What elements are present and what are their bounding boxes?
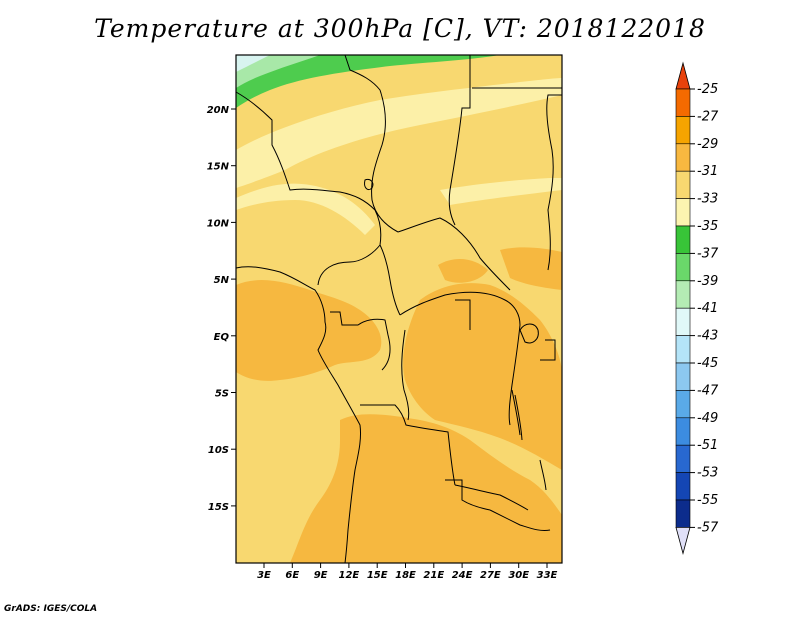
border-angola (445, 479, 491, 511)
colorbar-label: -45 (697, 356, 718, 371)
colorbar-label: -29 (697, 137, 718, 152)
lon-label: 33E (537, 570, 558, 581)
colorbar-label: -43 (697, 329, 718, 344)
lat-label: 10S (208, 445, 229, 456)
lon-label: 30E (508, 570, 529, 581)
colorbar-label: -49 (697, 411, 718, 426)
colorbar-segment (675, 390, 691, 419)
colorbar-segment (675, 253, 691, 282)
colorbar-bottom-arrow (675, 527, 691, 555)
colorbar-label: -25 (697, 82, 718, 97)
colorbar: -25 -27 -29 -31 -33 -35 -37 -39 -41 -43 -45 -47 -49 -… (675, 61, 719, 555)
lon-label: 21E (423, 570, 444, 581)
border-north-2 (344, 54, 399, 233)
colorbar-top-arrow (675, 61, 691, 90)
colorbar-label: -27 (697, 109, 719, 124)
colorbar-label: -31 (697, 164, 718, 179)
lat-label: 15S (208, 502, 229, 513)
colorbar-label: -53 (697, 466, 718, 481)
border-horn (546, 94, 562, 271)
lake-malawi (539, 459, 547, 491)
field-warm-east (403, 283, 562, 470)
colorbar-segment (675, 225, 691, 254)
lat-label: 10N (207, 218, 230, 229)
colorbar-segment (675, 280, 691, 309)
map-title: Temperature at 300hPa [C], VT: 201812201… (94, 14, 706, 43)
field-cold-lightest (236, 55, 270, 72)
colorbar-label: -33 (697, 192, 718, 207)
latitude-axis: 20N 15N 10N 5N EQ 5S 10S 15S (207, 105, 236, 513)
border-central-1 (317, 244, 381, 286)
colorbar-segment (675, 499, 691, 528)
lon-label: 6E (285, 570, 299, 581)
colorbar-segment (675, 444, 691, 473)
country-borders (235, 54, 562, 564)
temperature-field (236, 55, 562, 563)
longitude-axis: 3E 6E 9E 12E 15E 18E 21E 24E 27E 30E 33E (257, 563, 558, 581)
border-north-3 (448, 55, 471, 226)
field-cold-light (236, 55, 320, 88)
colorbar-segment (675, 116, 691, 145)
colorbar-segment (675, 335, 691, 364)
lat-label: 5S (215, 389, 229, 400)
colorbar-label: -57 (697, 520, 719, 535)
lon-label: 27E (480, 570, 501, 581)
lat-label: EQ (214, 332, 230, 343)
lat-label: 15N (207, 162, 230, 173)
field-pale-band-3 (440, 178, 562, 205)
lon-label: 9E (314, 570, 328, 581)
colorbar-segment (675, 362, 691, 391)
lon-label: 3E (257, 570, 271, 581)
lon-label: 18E (395, 570, 416, 581)
field-warm-gulf (236, 280, 382, 381)
border-congo (330, 311, 391, 371)
lon-label: 24E (452, 570, 473, 581)
colorbar-label: -55 (697, 493, 718, 508)
colorbar-label: -47 (697, 383, 719, 398)
field-pale-band-2 (236, 183, 375, 235)
border-south-1 (489, 509, 551, 531)
lon-label: 15E (367, 570, 388, 581)
border-drc-west (401, 329, 410, 421)
colorbar-segment (675, 472, 691, 501)
map-frame (235, 54, 563, 564)
lat-label: 5N (214, 275, 230, 286)
field-cold-band (236, 55, 500, 108)
colorbar-segment (675, 417, 691, 446)
lon-label: 12E (339, 570, 360, 581)
border-east-2 (540, 339, 556, 361)
border-central-3 (379, 244, 401, 316)
border-east-1 (508, 324, 521, 426)
colorbar-label: -39 (697, 274, 718, 289)
colorbar-segment (675, 88, 691, 117)
lake-chad (364, 179, 374, 191)
lat-label: 20N (207, 105, 230, 116)
border-drc-south (360, 404, 456, 486)
border-central-4 (399, 291, 521, 326)
lake-tanganyika (511, 389, 523, 441)
grads-credit: GrADS: IGES/COLA (4, 604, 98, 614)
field-warm-southwest (290, 414, 562, 563)
colorbar-label: -41 (697, 301, 718, 316)
coastline-west (235, 266, 361, 564)
colorbar-segment (675, 170, 691, 199)
colorbar-segment (675, 198, 691, 227)
field-warm-patch (438, 258, 488, 283)
border-east-3 (455, 299, 471, 330)
field-pale-band (236, 78, 562, 188)
colorbar-segment (675, 307, 691, 336)
colorbar-label: -35 (697, 219, 718, 234)
field-warm-horn (500, 247, 562, 290)
colorbar-segment (675, 143, 691, 172)
colorbar-label: -37 (697, 246, 719, 261)
colorbar-label: -51 (697, 438, 718, 453)
border-south-2 (454, 484, 529, 511)
border-central-2 (397, 217, 511, 291)
lake-victoria (519, 323, 539, 344)
